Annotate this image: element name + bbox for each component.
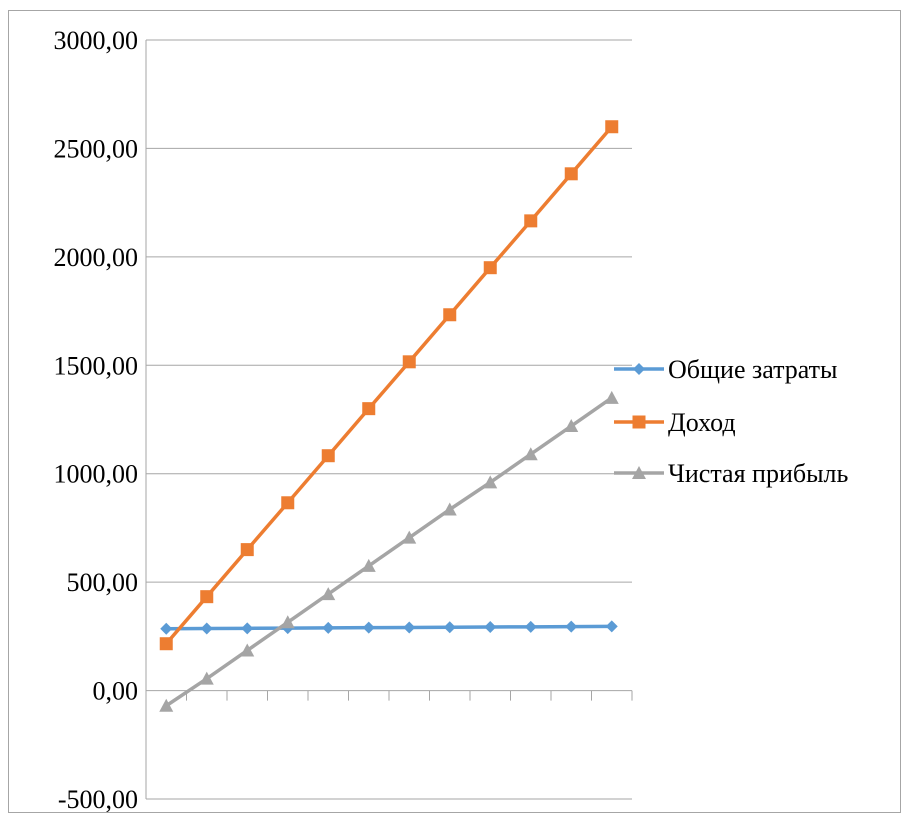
series-1 xyxy=(160,620,618,635)
data-point xyxy=(159,698,174,712)
data-point xyxy=(524,620,537,633)
data-point xyxy=(402,530,417,544)
series-line xyxy=(166,624,612,631)
data-point xyxy=(281,496,295,510)
data-point xyxy=(523,447,538,461)
data-point xyxy=(160,622,173,635)
series-line xyxy=(165,396,613,708)
data-point xyxy=(199,671,214,685)
series-layer xyxy=(159,120,619,712)
legend-marker-icon xyxy=(632,466,646,479)
data-point xyxy=(483,261,497,275)
data-point xyxy=(159,637,173,651)
legend-label: Общие затраты xyxy=(668,355,838,384)
line-chart: -500,00 0,00 500,00 1000,00 1500,00 2000,00 25… xyxy=(54,26,849,812)
grid-layer xyxy=(146,39,632,800)
data-point xyxy=(484,621,497,634)
data-point xyxy=(403,621,416,634)
data-point xyxy=(605,120,619,134)
data-point xyxy=(564,167,578,181)
data-point xyxy=(443,621,456,634)
legend-item: Чистая прибыль xyxy=(614,459,849,488)
data-point xyxy=(524,214,538,228)
data-point xyxy=(564,419,579,433)
data-point xyxy=(321,449,335,463)
data-point xyxy=(483,475,498,489)
legend: Общие затраты Доход Чистая прибыль xyxy=(614,355,849,488)
data-point xyxy=(322,621,335,634)
y-tick-label: 0,00 xyxy=(93,677,139,706)
data-point xyxy=(362,621,375,634)
legend-marker-icon xyxy=(633,363,645,375)
data-point xyxy=(443,308,457,322)
legend-item: Доход xyxy=(614,408,736,437)
legend-marker-icon xyxy=(632,415,646,429)
data-point xyxy=(200,590,214,604)
data-point xyxy=(604,390,619,404)
data-point xyxy=(362,402,376,416)
legend-item: Общие затраты xyxy=(614,355,838,384)
series-3 xyxy=(159,390,619,712)
data-point xyxy=(565,620,578,633)
y-tick-label: 2500,00 xyxy=(54,134,139,163)
legend-label: Доход xyxy=(668,408,736,437)
data-point xyxy=(402,355,416,369)
y-tick-label: 1000,00 xyxy=(54,460,139,489)
data-point xyxy=(240,643,255,657)
data-point xyxy=(361,558,376,572)
y-tick-label: 1500,00 xyxy=(54,351,139,380)
y-tick-label: -500,00 xyxy=(58,785,138,812)
data-point xyxy=(241,622,254,635)
data-point xyxy=(280,615,295,629)
series-2 xyxy=(159,120,619,651)
data-point xyxy=(321,587,336,601)
data-point xyxy=(605,620,618,633)
chart-frame: -500,00 0,00 500,00 1000,00 1500,00 2000,00 25… xyxy=(8,10,901,813)
axis-layer: -500,00 0,00 500,00 1000,00 1500,00 2000,00 25… xyxy=(54,26,633,812)
data-point xyxy=(240,543,254,557)
y-tick-label: 2000,00 xyxy=(54,243,139,272)
y-tick-label: 500,00 xyxy=(67,568,139,597)
series-line xyxy=(164,125,614,645)
y-tick-label: 3000,00 xyxy=(54,26,139,55)
data-point xyxy=(442,502,457,516)
data-point xyxy=(200,622,213,635)
legend-label: Чистая прибыль xyxy=(668,459,849,488)
